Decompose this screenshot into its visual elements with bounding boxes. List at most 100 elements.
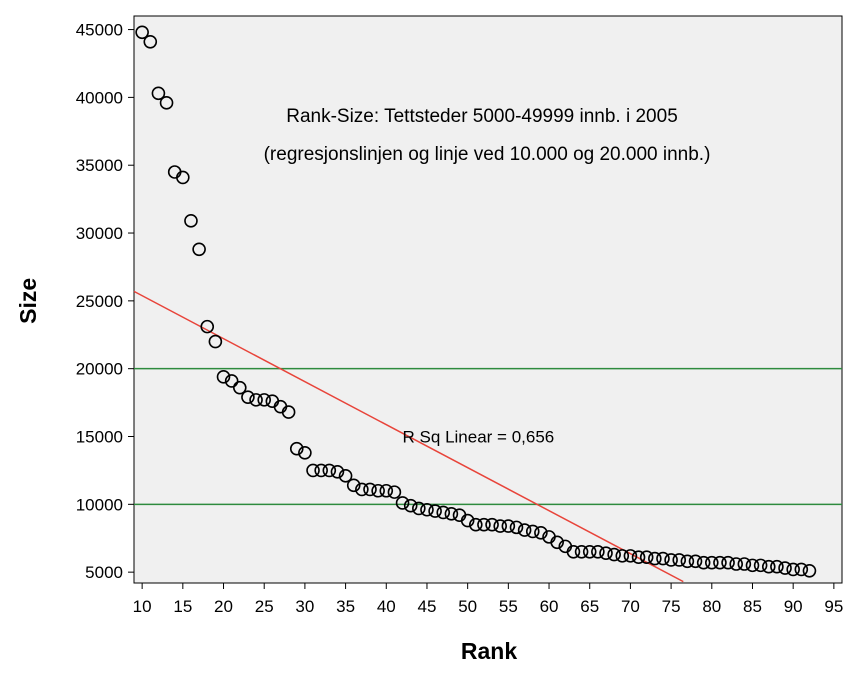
data-point (737, 557, 752, 571)
data-point (403, 498, 418, 513)
data-point (444, 507, 459, 521)
x-tick-label: 75 (662, 597, 681, 616)
data-point (721, 555, 735, 570)
data-point (631, 550, 646, 565)
data-point (574, 545, 589, 559)
data-point (696, 555, 711, 570)
y-axis: 5000 10000 15000 20000 25000 30000 35000 40000 4… (76, 21, 134, 582)
data-point (298, 445, 312, 460)
data-point (770, 559, 784, 574)
data-point (591, 545, 605, 559)
y-axis-label: Size (15, 278, 41, 324)
x-tick-label: 30 (295, 597, 314, 616)
y-tick-label: 10000 (76, 495, 123, 514)
data-point (550, 535, 564, 550)
x-tick-label: 25 (255, 597, 274, 616)
x-tick-label: 45 (418, 597, 437, 616)
data-point (281, 405, 296, 419)
y-tick-label: 20000 (76, 360, 123, 379)
data-point (412, 501, 426, 516)
x-tick-label: 15 (173, 597, 192, 616)
data-point (314, 463, 328, 478)
reference-lines (134, 367, 842, 506)
data-point (485, 517, 499, 532)
y-tick-label: 25000 (76, 292, 123, 311)
data-point (387, 485, 402, 499)
data-point (664, 553, 678, 567)
data-point (135, 25, 149, 40)
data-point (468, 517, 483, 532)
data-point (753, 558, 768, 573)
data-point (200, 319, 215, 334)
data-point (704, 555, 719, 570)
data-point (363, 482, 377, 497)
data-point (355, 482, 369, 497)
data-point (306, 463, 320, 478)
data-point (761, 559, 776, 574)
data-point (420, 502, 434, 517)
data-point (688, 554, 703, 569)
data-point (534, 526, 548, 540)
data-point (501, 519, 516, 533)
chart-title-line2: (regresjonslinjen og linje ved 10.000 og… (264, 144, 711, 165)
y-tick-label: 40000 (76, 88, 123, 107)
data-point (176, 170, 190, 185)
data-point (224, 374, 239, 388)
data-point (794, 562, 809, 577)
plot-area (133, 15, 843, 584)
x-tick-label: 95 (824, 597, 843, 616)
data-point (672, 553, 687, 567)
data-point (525, 524, 540, 539)
regression-label: R Sq Linear = 0,656 (403, 428, 555, 447)
data-point (143, 34, 158, 49)
x-tick-label: 40 (377, 597, 396, 616)
x-tick-label: 85 (743, 597, 762, 616)
data-point (371, 483, 385, 498)
x-tick-label: 70 (621, 597, 640, 616)
y-tick-label: 15000 (76, 428, 123, 447)
data-point (802, 563, 817, 578)
data-points (135, 25, 817, 578)
data-point (713, 555, 727, 570)
data-point (436, 505, 451, 520)
x-axis-label: Rank (461, 638, 517, 664)
data-point (257, 393, 272, 407)
data-point (330, 464, 345, 479)
data-point (477, 517, 491, 532)
data-point (680, 554, 695, 569)
data-point (493, 519, 508, 533)
data-point (607, 547, 621, 562)
data-point (599, 546, 613, 560)
x-tick-label: 60 (540, 597, 559, 616)
x-tick-label: 90 (784, 597, 803, 616)
x-tick-label: 55 (499, 597, 518, 616)
data-point (745, 558, 760, 573)
data-point (346, 478, 361, 493)
data-point (338, 469, 353, 483)
data-point (379, 483, 394, 498)
data-point (249, 393, 263, 407)
x-tick-label: 10 (133, 597, 152, 616)
data-point (623, 549, 638, 563)
x-tick-label: 65 (580, 597, 599, 616)
data-point (656, 551, 670, 566)
data-point (232, 380, 247, 395)
data-point (241, 390, 255, 404)
data-point (159, 96, 174, 110)
data-point (216, 370, 231, 384)
regression-line (133, 290, 684, 583)
x-tick-label: 80 (702, 597, 721, 616)
y-tick-label: 5000 (85, 563, 123, 582)
data-point (509, 520, 524, 535)
y-tick-label: 45000 (76, 21, 123, 40)
y-tick-label: 30000 (76, 224, 123, 243)
data-point (428, 504, 442, 518)
data-point (582, 545, 597, 559)
data-point (395, 496, 410, 510)
x-tick-label: 50 (458, 597, 477, 616)
data-point (460, 513, 475, 528)
data-point (192, 242, 206, 257)
x-tick-label: 20 (214, 597, 233, 616)
